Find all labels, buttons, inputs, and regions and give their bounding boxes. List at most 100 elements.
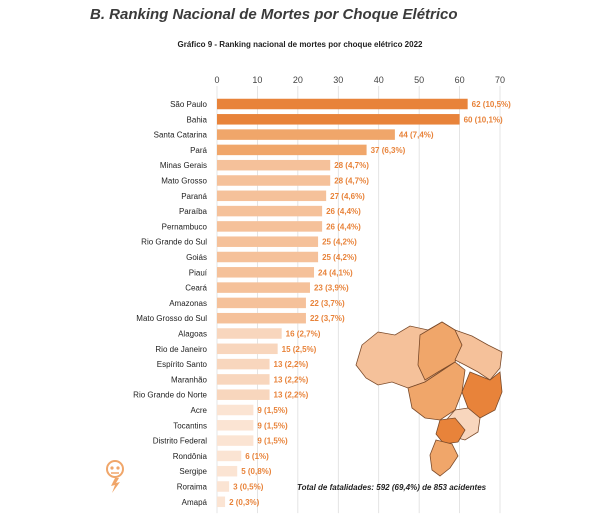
data-label: 27 (4,6%) xyxy=(330,192,365,201)
map-region-center-west xyxy=(407,361,466,421)
data-label: 25 (4,2%) xyxy=(322,253,357,262)
bar xyxy=(217,159,331,171)
category-label: Mato Grosso xyxy=(161,177,207,186)
data-label: 13 (2,2%) xyxy=(274,360,309,369)
category-label: Goiás xyxy=(186,253,207,262)
data-label: 25 (4,2%) xyxy=(322,238,357,247)
bar xyxy=(217,205,323,217)
category-label: Rondônia xyxy=(173,452,208,461)
bar xyxy=(217,282,310,293)
map-region-bahia xyxy=(461,371,503,419)
data-label: 23 (3,9%) xyxy=(314,284,349,293)
brazil-map xyxy=(355,321,503,477)
category-label: Amazonas xyxy=(169,299,207,308)
data-label: 15 (2,5%) xyxy=(282,345,317,354)
bar xyxy=(217,435,254,446)
section-title: B. Ranking Nacional de Mortes por Choque… xyxy=(90,6,458,23)
category-label: Paraíba xyxy=(179,207,208,216)
data-label: 6 (1%) xyxy=(245,452,269,461)
map-region-south xyxy=(429,439,459,477)
category-label: Alagoas xyxy=(178,330,207,339)
bar xyxy=(217,297,306,309)
category-label: São Paulo xyxy=(170,100,207,109)
bar xyxy=(217,404,254,416)
data-label: 9 (1,5%) xyxy=(257,437,288,446)
data-label: 9 (1,5%) xyxy=(257,421,288,430)
category-label: Minas Gerais xyxy=(160,161,207,170)
bar xyxy=(217,221,323,232)
data-label: 24 (4,1%) xyxy=(318,268,353,277)
bar xyxy=(217,129,395,140)
data-label: 9 (1,5%) xyxy=(257,406,288,415)
category-label: Maranhão xyxy=(171,375,208,384)
data-label: 62 (10,5%) xyxy=(472,100,511,109)
data-label: 5 (0,8%) xyxy=(241,467,272,476)
bar xyxy=(217,236,319,247)
data-label: 60 (10,1%) xyxy=(464,115,503,124)
bar xyxy=(217,481,230,492)
bar xyxy=(217,389,270,400)
x-tick-label: 50 xyxy=(414,75,424,85)
category-label: Pará xyxy=(190,146,207,155)
data-label: 2 (0,3%) xyxy=(229,498,260,507)
bar xyxy=(217,190,327,202)
bar xyxy=(217,144,367,156)
category-label: Rio Grande do Sul xyxy=(141,238,207,247)
grid-lines: 0 10 20 30 40 50 60 70 xyxy=(214,75,505,514)
bar xyxy=(217,98,468,110)
bar xyxy=(217,465,238,477)
x-tick-label: 40 xyxy=(374,75,384,85)
category-label: Amapá xyxy=(182,498,208,507)
category-label: Rio de Janeiro xyxy=(155,345,207,354)
category-label: Pernambuco xyxy=(162,222,208,231)
category-label: Distrito Federal xyxy=(153,437,207,446)
category-label: Mato Grosso do Sul xyxy=(136,314,207,323)
x-tick-label: 0 xyxy=(214,75,219,85)
data-label: 26 (4,4%) xyxy=(326,222,361,231)
category-label: Santa Catarina xyxy=(154,131,208,140)
data-label: 13 (2,2%) xyxy=(274,391,309,400)
x-tick-label: 20 xyxy=(293,75,303,85)
x-tick-label: 30 xyxy=(333,75,343,85)
category-label: Piauí xyxy=(189,268,208,277)
data-label: 44 (7,4%) xyxy=(399,131,434,140)
data-label: 28 (4,7%) xyxy=(334,177,369,186)
category-label: Ceará xyxy=(185,284,207,293)
chart-title: Gráfico 9 - Ranking nacional de mortes p… xyxy=(177,40,423,49)
data-label: 26 (4,4%) xyxy=(326,207,361,216)
data-label: 22 (3,7%) xyxy=(310,299,345,308)
bar xyxy=(217,114,460,125)
bars: São Paulo 62 (10,5%) Bahia 60 (10,1%) Santa … xyxy=(133,98,511,508)
category-label: Espírito Santo xyxy=(157,360,208,369)
data-label: 13 (2,2%) xyxy=(274,375,309,384)
category-label: Tocantins xyxy=(173,421,207,430)
category-label: Sergipe xyxy=(179,467,207,476)
bar xyxy=(217,328,282,339)
map-region-sao-paulo xyxy=(435,417,466,445)
bar xyxy=(217,343,278,355)
bar xyxy=(217,175,331,186)
category-label: Rio Grande do Norte xyxy=(133,391,207,400)
bar xyxy=(217,450,242,462)
data-label: 3 (0,5%) xyxy=(233,483,264,492)
x-tick-label: 60 xyxy=(455,75,465,85)
x-tick-label: 70 xyxy=(495,75,505,85)
data-label: 37 (6,3%) xyxy=(371,146,406,155)
bar xyxy=(217,496,226,508)
data-label: 22 (3,7%) xyxy=(310,314,345,323)
bar xyxy=(217,374,270,385)
data-label: 16 (2,7%) xyxy=(286,330,321,339)
category-label: Acre xyxy=(191,406,208,415)
bar xyxy=(217,420,254,431)
bar xyxy=(217,312,306,324)
x-tick-label: 10 xyxy=(252,75,262,85)
bar xyxy=(217,251,319,263)
category-label: Paraná xyxy=(181,192,207,201)
bar xyxy=(217,267,315,278)
total-note: Total de fatalidades: 592 (69,4%) de 853… xyxy=(297,483,487,492)
electric-hazard-icon xyxy=(106,460,124,493)
bar xyxy=(217,358,270,370)
data-label: 28 (4,7%) xyxy=(334,161,369,170)
category-label: Bahia xyxy=(187,115,208,124)
